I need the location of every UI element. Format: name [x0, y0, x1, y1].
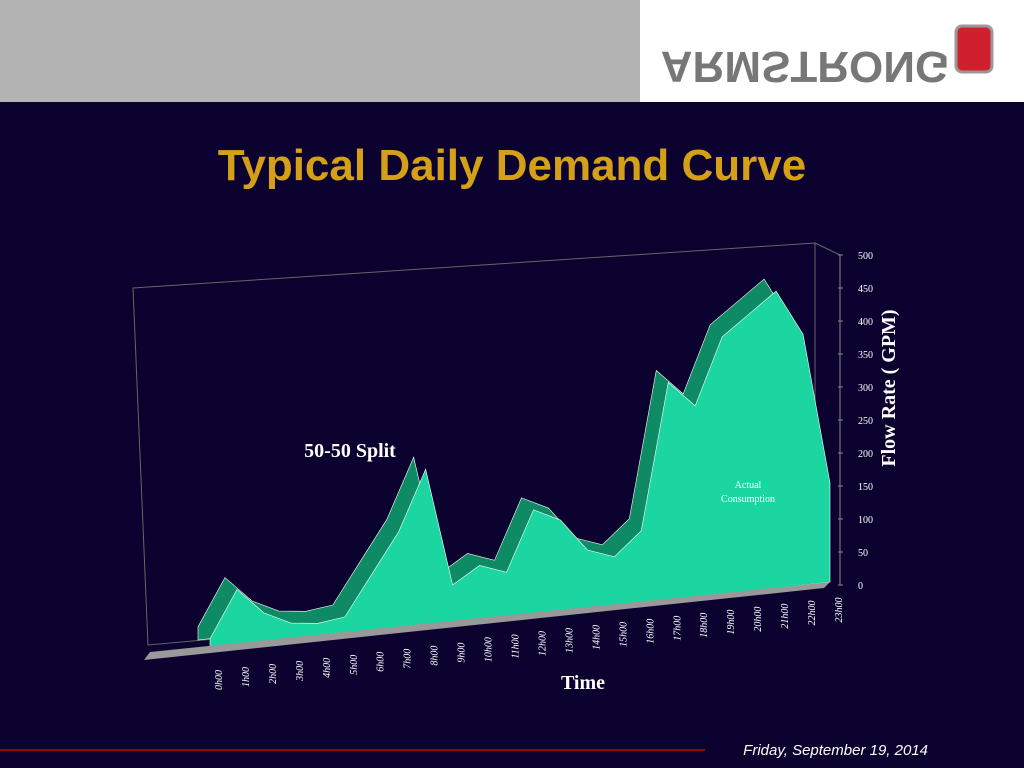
- x-axis-title: Time: [561, 672, 605, 694]
- x-tick-label: 13h00: [564, 628, 575, 653]
- x-tick-label: 5h00: [349, 655, 360, 675]
- x-tick-label: 6h00: [376, 652, 387, 672]
- slide-title: Typical Daily Demand Curve: [218, 141, 807, 190]
- y-tick-label: 0: [858, 581, 863, 592]
- legend-line: Actual: [735, 480, 762, 491]
- x-tick-label: 19h00: [726, 610, 737, 635]
- x-tick-label: 16h00: [645, 619, 656, 644]
- x-tick-label: 22h00: [807, 601, 818, 626]
- x-tick-label: 11h00: [511, 634, 522, 658]
- x-tick-label: 10h00: [484, 637, 495, 662]
- x-tick-label: 2h00: [268, 664, 279, 684]
- x-tick-label: 23h00: [834, 598, 845, 623]
- legend-line: Consumption: [721, 494, 775, 505]
- y-tick-label: 350: [858, 350, 873, 361]
- x-tick-label: 12h00: [537, 631, 548, 656]
- plot: 0 50 100 150 200 250 300 350 400 450 500 Actual Cons…: [144, 251, 873, 690]
- y-tick-label: 450: [858, 284, 873, 295]
- x-tick-label: 3h00: [295, 661, 306, 682]
- y-tick-label: 500: [858, 251, 873, 262]
- x-tick-label: 20h00: [753, 607, 764, 632]
- y-tick-label: 250: [858, 416, 873, 427]
- y-tick-label: 200: [858, 449, 873, 460]
- y-tick-label: 400: [858, 317, 873, 328]
- logo-icon: [954, 24, 994, 74]
- y-axis-title: Flow Rate ( GPM): [878, 309, 900, 466]
- wall-edge: [814, 242, 841, 256]
- area: [209, 290, 831, 653]
- annotation: 50-50 Split: [304, 440, 396, 462]
- x-tick-label: 9h00: [457, 643, 468, 663]
- y-tick-label: 50: [858, 548, 868, 559]
- date: Friday, September 19, 2014: [743, 742, 928, 759]
- x-tick-label: 18h00: [699, 613, 710, 638]
- x-tick-label: 15h00: [618, 622, 629, 647]
- header-band: [0, 0, 640, 102]
- x-tick-label: 17h00: [672, 616, 683, 641]
- y-tick-label: 300: [858, 383, 873, 394]
- x-tick-label: 21h00: [780, 604, 791, 629]
- x-tick-label: 8h00: [430, 646, 441, 666]
- x-tick-label: 7h00: [403, 649, 414, 669]
- x-tick-label: 14h00: [591, 625, 602, 650]
- x-tick-label: 4h00: [322, 658, 333, 678]
- x-tick-label: 1h00: [241, 667, 252, 687]
- y-tick-label: 150: [858, 482, 873, 493]
- x-tick-label: 0h00: [214, 670, 225, 690]
- legend-label: Actual Consumption: [721, 480, 775, 505]
- floor: [144, 582, 830, 660]
- logo-text: ARMSTRONG: [661, 42, 949, 91]
- y-tick-label: 100: [858, 515, 873, 526]
